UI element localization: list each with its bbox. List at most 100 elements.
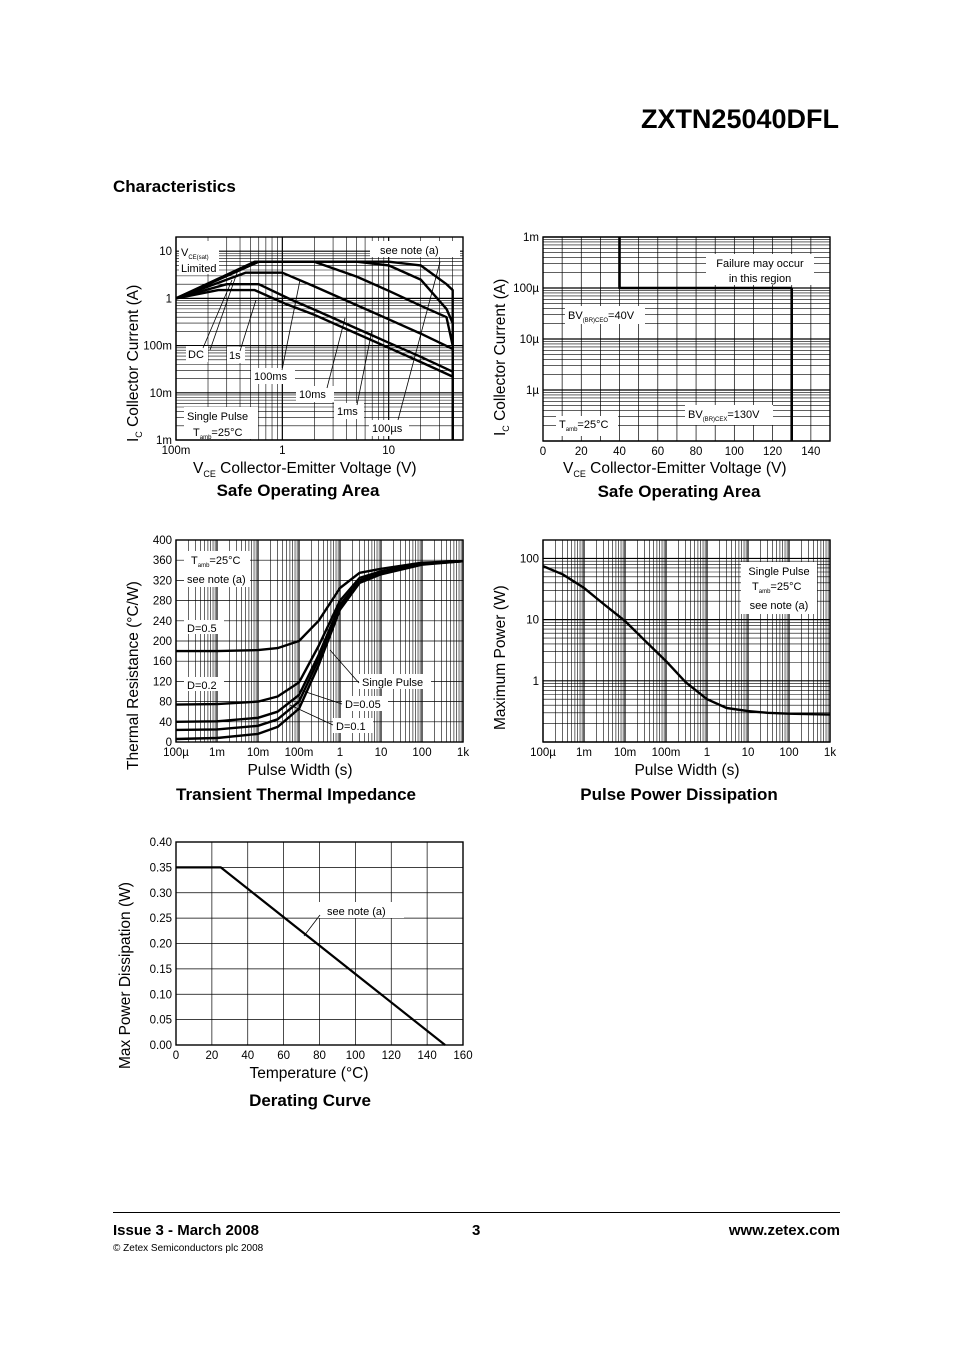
soa-log-sp-box [184, 407, 258, 439]
soa_log-x-tick-label: 100m [162, 445, 191, 457]
soa-log-100us-box [369, 420, 409, 436]
footer-rule [113, 1212, 840, 1213]
soa-lin-bvcex-rest: =130V [727, 409, 760, 421]
thermal-d01-box [333, 718, 373, 733]
soa_log-frame [175, 236, 464, 441]
derating-y-tick-label: 0.05 [150, 1015, 172, 1027]
footer-page-number: 3 [472, 1222, 481, 1239]
soa-log-dc-box [186, 346, 208, 362]
pulse-tamb-main: T [752, 581, 759, 593]
thermal-y-label: Thermal Resistance (°C/W) [125, 581, 142, 770]
thermal-d005: D=0.05 [345, 699, 381, 711]
pulse_power-y-tick-label: 10 [526, 615, 539, 627]
soa_lin-x-tick-label: 80 [690, 446, 703, 458]
soa-lin-x-label: VCE Collector-Emitter Voltage (V) [563, 460, 787, 479]
derating-y-tick-label: 0.20 [150, 939, 172, 951]
soa-log-vce-limited-1-sub: CE(sat) [188, 255, 208, 261]
thermal-y-tick-label: 120 [153, 676, 172, 688]
derating-x-tick-label: 140 [418, 1050, 437, 1062]
soa-lin-y-label-rest: Collector Current (A) [492, 279, 509, 425]
soa-lin-y-label: IC Collector Current (A) [492, 279, 511, 436]
derating-x-tick-label: 160 [453, 1050, 472, 1062]
soa-lin-bvceo-rest: =40V [608, 310, 635, 322]
thermal-y-tick-label: 400 [153, 535, 172, 547]
chart-thermal: 100µ 1m 10m 100m 1 10 100 1k 0 40 80 120 160 200 240 28… [125, 535, 469, 804]
thermal-sp-leader [329, 649, 360, 684]
thermal-single-pulse: Single Pulse [362, 677, 423, 689]
derating-note-box [318, 902, 404, 918]
thermal-tamb-rest: =25°C [209, 555, 240, 567]
derating-y-tick-label: 0.30 [150, 888, 172, 900]
soa-log-100ms-box [251, 368, 295, 384]
pulse_power-x-tick-label: 1 [704, 747, 710, 759]
soa-lin-y-label-main: I [492, 432, 509, 436]
soa-log-y-label-sub: C [134, 431, 144, 438]
soa_log-series-100ms [175, 271, 454, 350]
derating-x-tick-label: 20 [205, 1050, 218, 1062]
derating-title: Derating Curve [249, 1091, 371, 1110]
soa-lin-tamb-rest: =25°C [577, 419, 608, 431]
soa-log-x-label-rest: Collector-Emitter Voltage (V) [216, 460, 417, 477]
thermal-x-tick-label: 1k [457, 747, 469, 759]
soa-log-1ms-leader [356, 329, 373, 406]
soa-log-see-note: see note (a) [380, 245, 439, 257]
thermal-x-tick-label: 10m [247, 747, 269, 759]
derating-y-tick-label: 0.10 [150, 989, 172, 1001]
thermal-d01-leader [289, 704, 334, 726]
soa-log-y-label-main: I [125, 438, 142, 442]
chart-pulse_power: 100µ 1m 10m 100m 1 10 100 1k 100 10 1 Pulse Power D… [492, 539, 836, 804]
soa-log-x-label-sub: CE [203, 469, 216, 479]
soa_log-y-tick-label: 1 [166, 293, 172, 305]
pulse-tamb-rest: =25°C [770, 581, 801, 593]
thermal-y-tick-label: 360 [153, 555, 172, 567]
soa-log-1s-label: 1s [229, 350, 241, 362]
thermal-d01: D=0.1 [336, 721, 366, 733]
footer-issue: Issue 3 - March 2008 [113, 1222, 259, 1239]
soa-log-100ms-leader [281, 279, 301, 371]
soa_lin-x-tick-label: 40 [613, 446, 626, 458]
derating-see-note: see note (a) [327, 906, 386, 918]
soa-log-tamb: Tamb=25°C [193, 427, 242, 441]
soa-log-vce-limited-1-main: V [181, 247, 189, 259]
soa-log-dc-label: DC [188, 349, 204, 361]
thermal-d05-box [184, 620, 224, 634]
thermal-series-single-pulse [175, 560, 464, 741]
soa_lin-x-tick-label: 20 [575, 446, 588, 458]
thermal-d005-box [342, 696, 388, 711]
soa-log-1s-leader [239, 299, 257, 352]
thermal-y-tick-label: 240 [153, 616, 172, 628]
pulse_power-x-tick-label: 100m [652, 747, 681, 759]
footer-website[interactable]: www.zetex.com [728, 1222, 840, 1239]
derating-x-tick-label: 120 [382, 1050, 401, 1062]
derating-x-label: Temperature (°C) [249, 1065, 368, 1082]
thermal-y-tick-label: 0 [166, 737, 172, 749]
thermal-y-tick-label: 320 [153, 575, 172, 587]
soa-lin-failure-2: in this region [729, 273, 791, 285]
soa_log-x-tick-label: 10 [382, 445, 395, 457]
soa_lin-y-tick-label: 1m [523, 232, 539, 244]
pulse-single-pulse: Single Pulse [748, 566, 809, 578]
soa-log-10ms-label: 10ms [299, 389, 326, 401]
soa_lin-title: Safe Operating Area [598, 482, 761, 501]
derating-x-tick-label: 100 [346, 1050, 365, 1062]
soa-log-vce-limited-2: Limited [181, 263, 216, 275]
pulse_power-x-tick-label: 10 [742, 747, 755, 759]
soa-lin-bvceo: BV(BR)CEO=40V [568, 310, 635, 324]
pulse_power-x-tick-label: 100 [779, 747, 798, 759]
thermal-y-tick-label: 280 [153, 596, 172, 608]
thermal-d005-leader [299, 689, 343, 705]
thermal-d02: D=0.2 [187, 680, 217, 692]
soa_log-series-dc [175, 288, 454, 378]
soa_lin-x-tick-label: 0 [540, 446, 546, 458]
soa-log-10ms-box [296, 386, 334, 402]
thermal-x-tick-label: 1 [337, 747, 343, 759]
thermal-sp-box [359, 674, 431, 689]
soa_log-title: Safe Operating Area [217, 481, 380, 500]
thermal-frame [175, 539, 464, 743]
soa_lin-x-tick-label: 140 [801, 446, 820, 458]
soa-log-single-pulse: Single Pulse [187, 411, 248, 423]
soa-log-1ms-label: 1ms [337, 406, 358, 418]
soa-log-tamb-main: T [193, 427, 200, 439]
